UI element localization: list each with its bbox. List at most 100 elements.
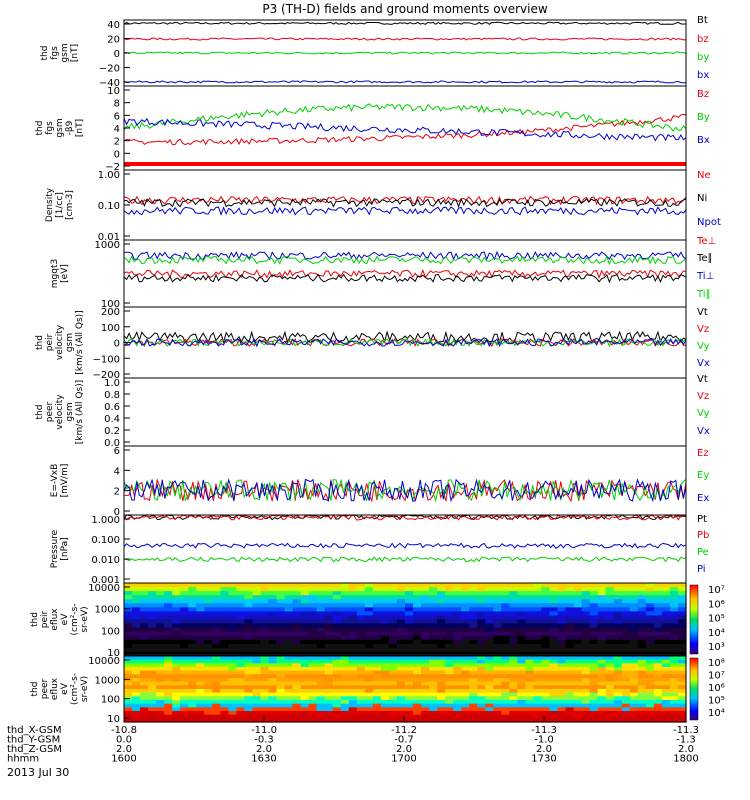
spectrogram-cell bbox=[645, 689, 655, 694]
spectrogram-cell bbox=[372, 670, 382, 675]
spectrogram-cell bbox=[124, 583, 133, 588]
spectrogram-cell bbox=[453, 639, 462, 645]
spectrogram-cell bbox=[164, 651, 173, 657]
spectrogram-cell bbox=[661, 607, 671, 612]
spectrogram-cell bbox=[364, 603, 374, 608]
spectrogram-cell bbox=[613, 696, 623, 701]
spectrogram-cell bbox=[613, 647, 623, 653]
spectrogram-cell bbox=[413, 656, 422, 661]
spectrogram-cell bbox=[477, 595, 486, 600]
spectrogram-cell bbox=[629, 678, 639, 683]
spectrogram-cell bbox=[260, 663, 270, 668]
colorbar-label: 10⁸ bbox=[708, 658, 725, 669]
spectrogram-cell bbox=[581, 607, 591, 612]
spectrogram-cell bbox=[284, 583, 294, 588]
spectrogram-cell bbox=[669, 619, 679, 625]
spectrogram-cell bbox=[148, 703, 157, 708]
spectrogram-cell bbox=[316, 696, 326, 701]
spectrogram-cell bbox=[356, 714, 366, 719]
spectrogram-cell bbox=[581, 583, 591, 588]
spectrogram-cell bbox=[525, 599, 535, 604]
spectrogram-cell bbox=[332, 718, 342, 723]
spectrogram-cell bbox=[148, 631, 157, 637]
spectrogram-cell bbox=[220, 656, 229, 661]
spectrogram-cell bbox=[477, 587, 486, 592]
spectrogram-cell bbox=[284, 607, 294, 612]
spectrogram-cell bbox=[372, 651, 382, 657]
spectrogram-cell bbox=[140, 651, 149, 657]
spectrogram-cell bbox=[509, 711, 518, 716]
spectrogram-cell bbox=[525, 663, 535, 668]
spectrogram-cell bbox=[284, 631, 294, 637]
spectrogram-cell bbox=[645, 703, 655, 708]
spectrogram-cell bbox=[517, 674, 527, 679]
spectrogram-cell bbox=[220, 681, 229, 686]
spectrogram-cell bbox=[421, 647, 430, 653]
spectrogram-cell bbox=[629, 714, 639, 719]
spectrogram-cell bbox=[276, 599, 286, 604]
spectrogram-cell bbox=[212, 718, 221, 723]
spectrogram-cell bbox=[597, 635, 607, 641]
spectrogram-cell bbox=[260, 692, 270, 697]
spectrogram-cell bbox=[573, 639, 583, 645]
spectrogram-cell bbox=[140, 591, 149, 596]
spectrogram-cell bbox=[244, 685, 254, 690]
spectrogram-cell bbox=[180, 635, 189, 641]
colorbar-label: 10³ bbox=[708, 642, 725, 653]
spectrogram-cell bbox=[284, 718, 294, 723]
spectrogram-cell bbox=[677, 595, 687, 600]
spectrogram-cell bbox=[196, 707, 205, 712]
spectrogram-cell bbox=[581, 681, 591, 686]
spectrogram-cell bbox=[276, 685, 286, 690]
spectrogram-cell bbox=[605, 615, 615, 621]
spectrogram-cell bbox=[332, 689, 342, 694]
spectrogram-cell bbox=[605, 587, 615, 592]
legend-label: Ez bbox=[697, 448, 709, 459]
spectrogram-cell bbox=[613, 656, 623, 661]
legend-label: Vz bbox=[697, 324, 709, 335]
spectrogram-cell bbox=[413, 703, 422, 708]
spectrogram-cell bbox=[332, 627, 342, 633]
spectrogram-cell bbox=[509, 651, 518, 657]
colorbar-label: 10⁶ bbox=[708, 683, 725, 694]
spectrogram-cell bbox=[260, 639, 270, 645]
spectrogram-cell bbox=[501, 714, 510, 719]
spectrogram-cell bbox=[380, 619, 390, 625]
spectrogram-cell bbox=[164, 587, 173, 592]
spectrogram-cell bbox=[228, 685, 237, 690]
spectrogram-cell bbox=[565, 611, 575, 617]
spectrogram-cell bbox=[445, 611, 454, 617]
spectrogram-cell bbox=[268, 656, 278, 661]
spectrogram-cell bbox=[396, 647, 406, 653]
spectrogram-cell bbox=[380, 591, 390, 596]
spectrogram-cell bbox=[597, 643, 607, 649]
spectrogram-cell bbox=[380, 685, 390, 690]
spectrogram-cell bbox=[132, 674, 141, 679]
spectrogram-cell bbox=[421, 674, 430, 679]
spectrogram-cell bbox=[228, 700, 237, 705]
spectrogram-cell bbox=[388, 707, 398, 712]
spectrogram-cell bbox=[244, 615, 254, 621]
spectrogram-cell bbox=[180, 696, 189, 701]
spectrogram-cell bbox=[364, 647, 374, 653]
spectrogram-cell bbox=[380, 703, 390, 708]
spectrogram-cell bbox=[429, 583, 438, 588]
spectrogram-cell bbox=[300, 681, 310, 686]
spectrogram-cell bbox=[372, 599, 382, 604]
spectrogram-cell bbox=[340, 591, 350, 596]
spectrogram-cell bbox=[356, 583, 366, 588]
spectrogram-cell bbox=[565, 659, 575, 664]
spectrogram-cell bbox=[645, 639, 655, 645]
y-tick-label: 100 bbox=[101, 323, 120, 334]
spectrogram-cell bbox=[429, 711, 438, 716]
spectrogram-cell bbox=[517, 595, 527, 600]
spectrogram-cell bbox=[356, 615, 366, 621]
spectrogram-cell bbox=[405, 656, 414, 661]
spectrogram-cell bbox=[621, 651, 631, 657]
spectrogram-cell bbox=[396, 635, 406, 641]
spectrogram-cell bbox=[541, 639, 551, 645]
spectrogram-cell bbox=[388, 700, 398, 705]
spectrogram-cell bbox=[557, 703, 567, 708]
spectrogram-cell bbox=[380, 647, 390, 653]
spectrogram bbox=[124, 656, 687, 723]
